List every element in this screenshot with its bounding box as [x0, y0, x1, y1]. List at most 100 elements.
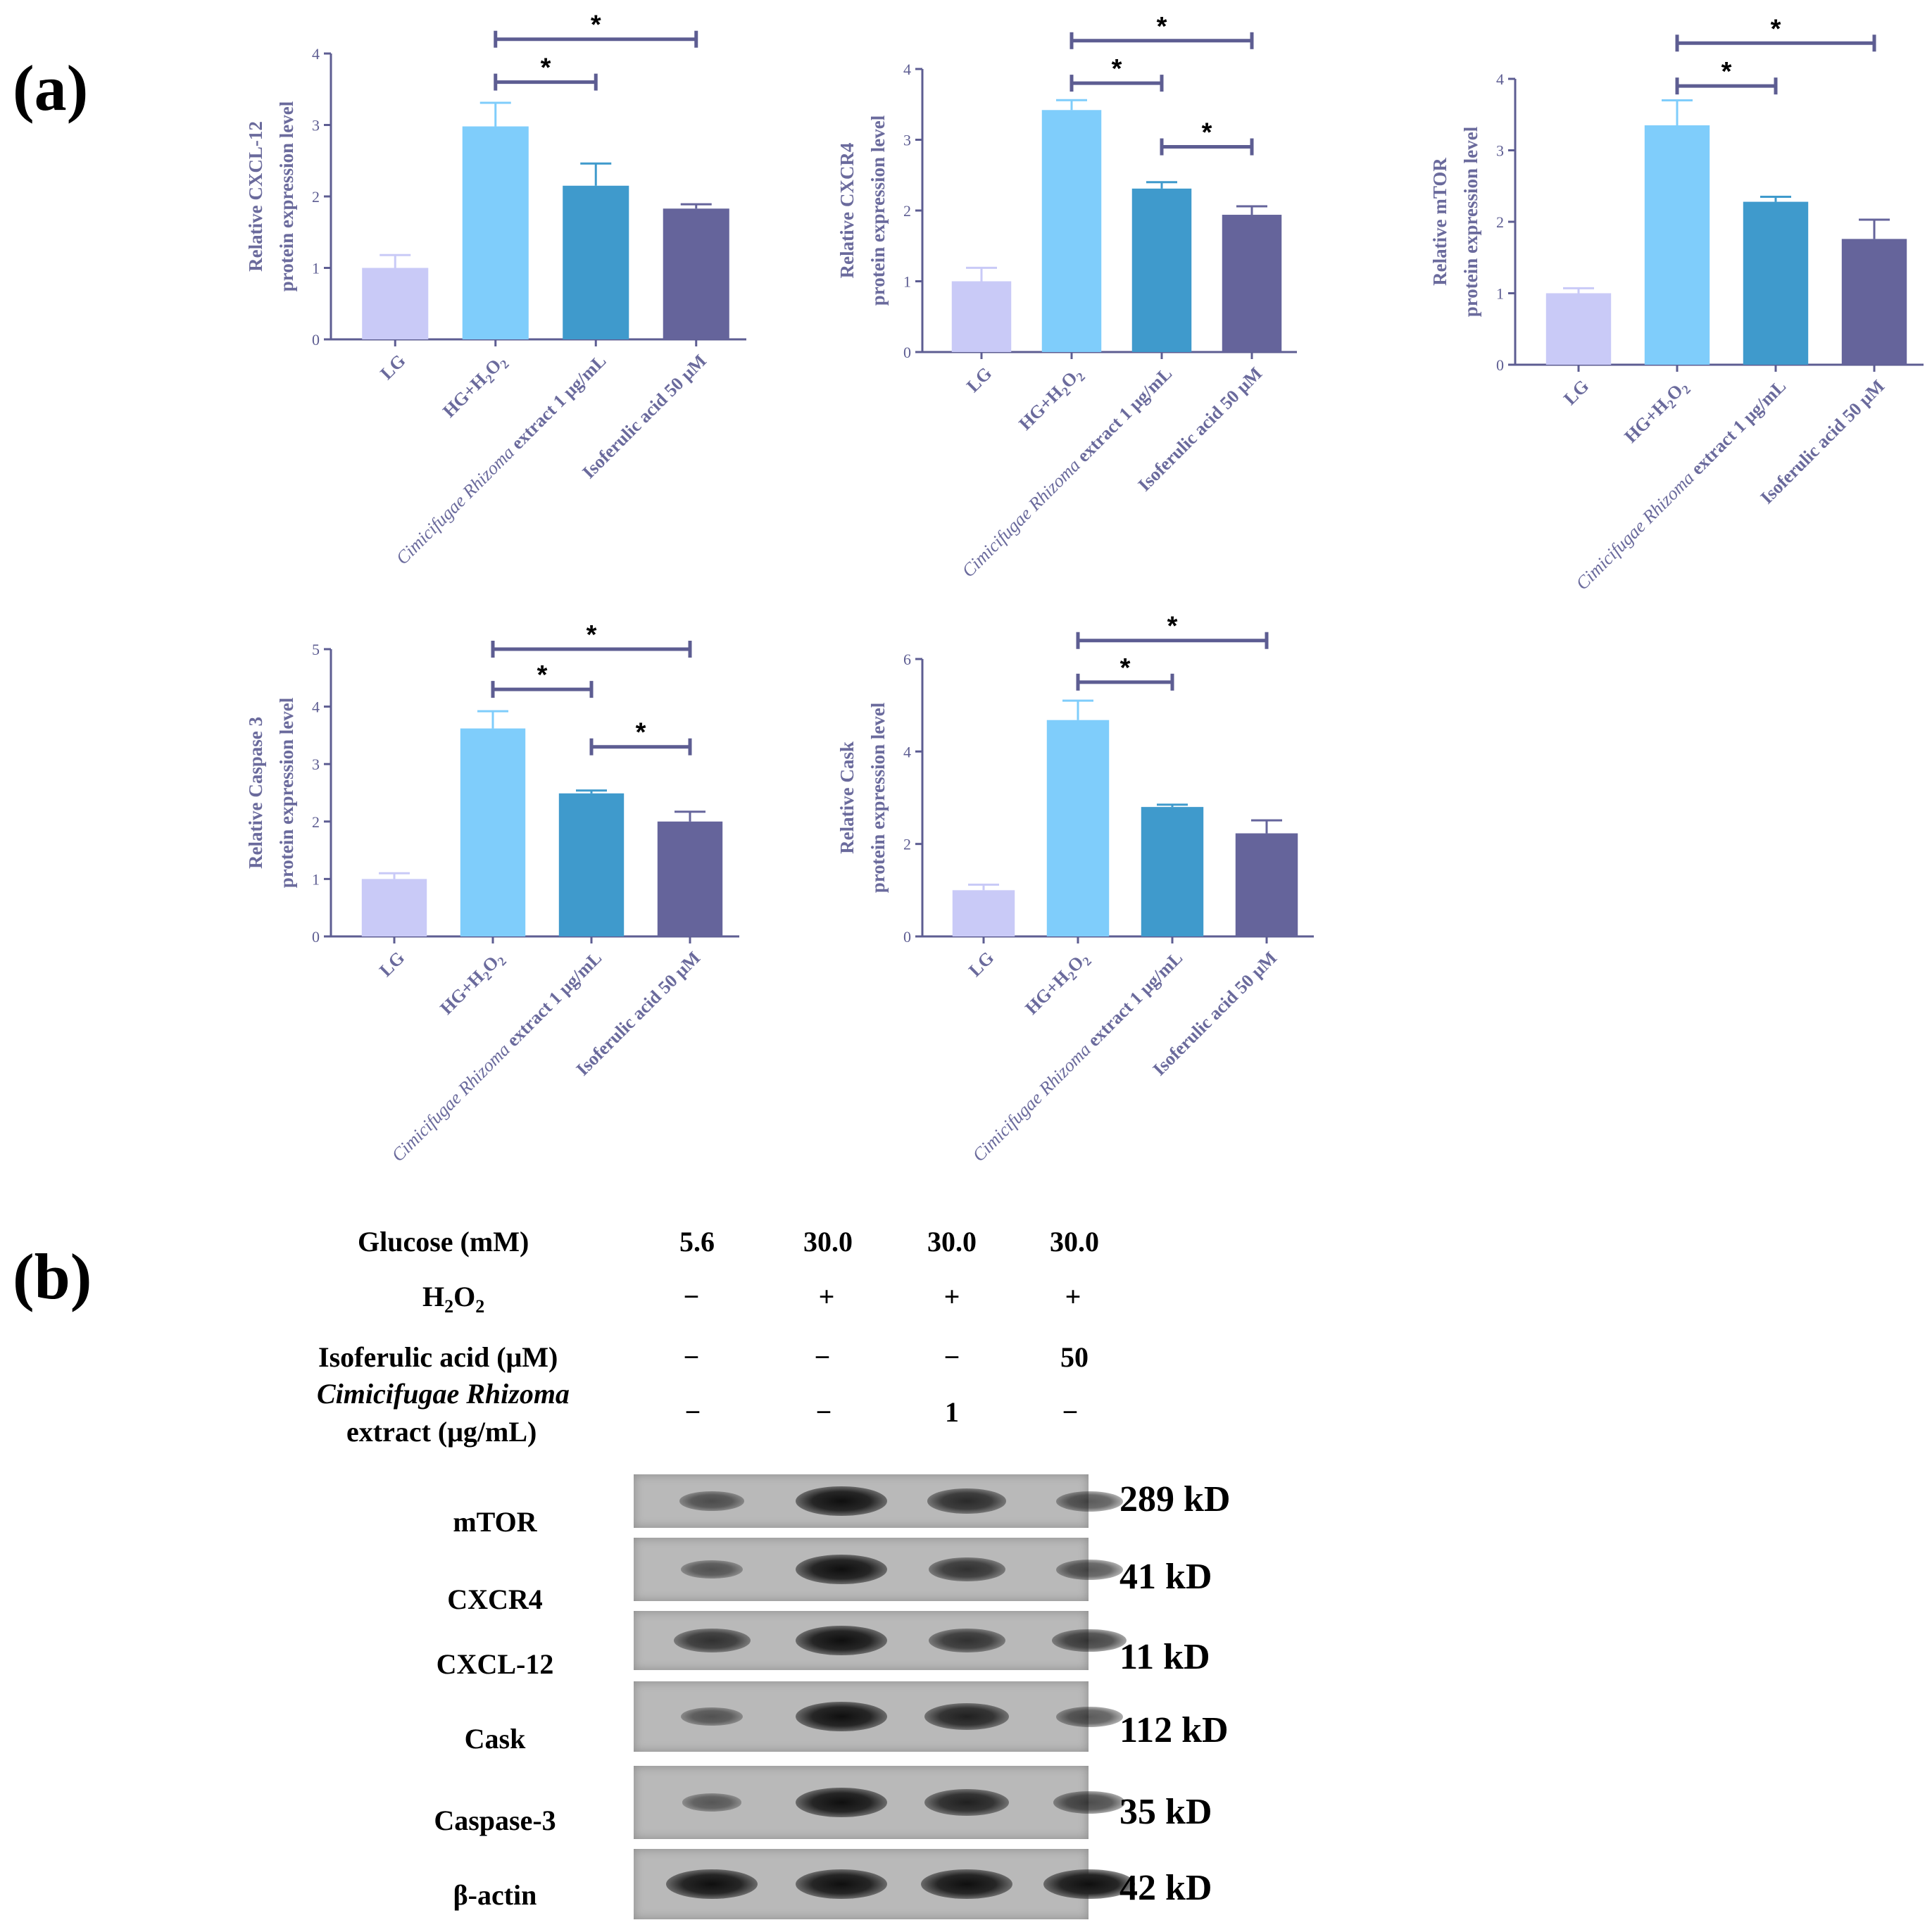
h2o2-value: +: [1065, 1281, 1081, 1312]
y-axis-label: Relative CXCL-12 protein expression level: [245, 101, 297, 291]
isoferulic-value: 50: [1060, 1341, 1089, 1373]
kd-label: 41 kD: [1119, 1557, 1212, 1597]
bar: [462, 126, 529, 339]
significance-star: *: [1721, 57, 1732, 87]
y-tick-label: 1: [312, 260, 320, 277]
blot-strip: [634, 1766, 1125, 1839]
h2o2-value: +: [818, 1281, 835, 1312]
blot-band: [681, 1707, 743, 1726]
bar: [1131, 188, 1192, 352]
h2o2-sub1: 2: [444, 1296, 454, 1317]
y-tick-label: 0: [1496, 356, 1504, 374]
blot-strip: [634, 1849, 1135, 1919]
y-tick-label: 4: [903, 61, 911, 78]
y-tick-label: 3: [312, 755, 320, 773]
kd-label: 289 kD: [1119, 1479, 1231, 1519]
blot-label: Cask: [464, 1723, 526, 1755]
y-tick-label: 2: [903, 202, 911, 220]
blot-strip: [634, 1681, 1123, 1752]
blot-strip: [634, 1611, 1127, 1670]
blot-band: [1055, 1491, 1123, 1512]
extract-value: −: [1062, 1396, 1079, 1428]
glucose-value: 30.0: [927, 1226, 977, 1257]
y-axis-label: Relative CXCR4 protein expression level: [836, 115, 889, 306]
y-tick-label: 3: [1496, 142, 1504, 160]
significance-star: *: [541, 54, 551, 83]
blot-band: [682, 1793, 742, 1812]
y-tick-label: 1: [903, 273, 911, 291]
y-tick-label: 1: [1496, 285, 1504, 303]
blot-band: [796, 1702, 887, 1731]
bar: [663, 208, 729, 339]
bar: [1235, 833, 1298, 936]
chart-caspase3: 0 1 2 3 4 5 Relative Caspase 3 protein expressi…: [245, 620, 739, 1165]
blot-band: [1055, 1706, 1123, 1727]
blot-band: [921, 1869, 1012, 1899]
y-axis-label-line: protein expression level: [276, 697, 297, 888]
blot-band: [679, 1491, 744, 1511]
y-axis-label-line: Relative mTOR: [1429, 158, 1450, 286]
y-tick-label: 4: [903, 743, 911, 760]
blot-band: [1052, 1629, 1127, 1652]
y-axis-label-line: protein expression level: [1460, 126, 1481, 317]
blot-band: [1043, 1869, 1135, 1899]
bar: [460, 728, 526, 936]
y-tick-label: 2: [312, 813, 320, 831]
y-axis-label-line: Relative Cask: [836, 741, 858, 854]
y-tick-label: 0: [312, 928, 320, 946]
y-tick-label: 4: [1496, 70, 1504, 88]
chart-cxcr4: 0 1 2 3 4 Relative CXCR4 protein expression le…: [836, 12, 1297, 581]
significance-star: *: [586, 620, 597, 650]
glucose-value: 5.6: [679, 1226, 715, 1257]
significance-star: *: [1120, 653, 1131, 683]
blot-label: mTOR: [453, 1506, 537, 1538]
h2o2-label: H2O2: [422, 1280, 484, 1317]
y-tick-label: 6: [903, 651, 911, 668]
bar: [558, 793, 625, 936]
y-axis-label: Relative mTOR protein expression level: [1429, 126, 1481, 317]
y-axis-label-line: Relative CXCR4: [836, 143, 858, 279]
blot-band: [1053, 1791, 1125, 1814]
extract-value: 1: [945, 1396, 959, 1428]
isoferulic-value: −: [943, 1341, 960, 1373]
y-tick-label: 5: [312, 641, 320, 658]
kd-label: 112 kD: [1119, 1710, 1229, 1750]
chart-cxcl12: 0 1 2 3 4 Relative CXCL-12 protein expression …: [245, 11, 746, 568]
y-tick-label: 4: [312, 698, 320, 716]
blot-label: β-actin: [453, 1879, 537, 1911]
h2o2-o: O: [453, 1281, 476, 1312]
blot-label: Caspase-3: [434, 1805, 556, 1836]
blot-label: CXCL-12: [436, 1648, 554, 1680]
bar: [1841, 239, 1907, 365]
isoferulic-value: −: [814, 1341, 831, 1373]
x-tick-label-rest: extract 1 μg/mL: [1080, 948, 1186, 1054]
blot-band: [928, 1557, 1005, 1582]
h2o2-h: H: [422, 1281, 445, 1312]
blot-band: [681, 1560, 743, 1579]
glucose-value: 30.0: [803, 1226, 853, 1257]
blot-band: [796, 1555, 887, 1584]
extract-label-line1: Cimicifugae Rhizoma: [317, 1378, 570, 1410]
significance-star: *: [636, 718, 646, 748]
y-tick-label: 2: [903, 836, 911, 853]
y-tick-label: 0: [903, 344, 911, 361]
x-tick-label: LG: [965, 948, 998, 981]
y-tick-label: 2: [312, 188, 320, 206]
bar: [1743, 201, 1809, 365]
y-axis-label: Relative Caspase 3 protein expression lev…: [245, 697, 297, 888]
bar: [563, 185, 629, 339]
blot-label: CXCR4: [447, 1583, 543, 1615]
bar: [951, 281, 1012, 352]
blot-band: [1055, 1559, 1123, 1580]
chart-mtor: 0 1 2 3 4 Relative mTOR protein expression lev…: [1429, 14, 1924, 594]
bar: [657, 821, 723, 936]
blot-strip: [634, 1474, 1123, 1528]
blot-band: [666, 1869, 758, 1899]
y-tick-label: 1: [312, 870, 320, 888]
significance-star: *: [1157, 12, 1167, 42]
bar: [952, 890, 1015, 936]
significance-star: *: [1771, 14, 1781, 44]
y-tick-label: 4: [312, 45, 320, 63]
blot-band: [928, 1628, 1005, 1653]
kd-label: 35 kD: [1119, 1792, 1212, 1832]
